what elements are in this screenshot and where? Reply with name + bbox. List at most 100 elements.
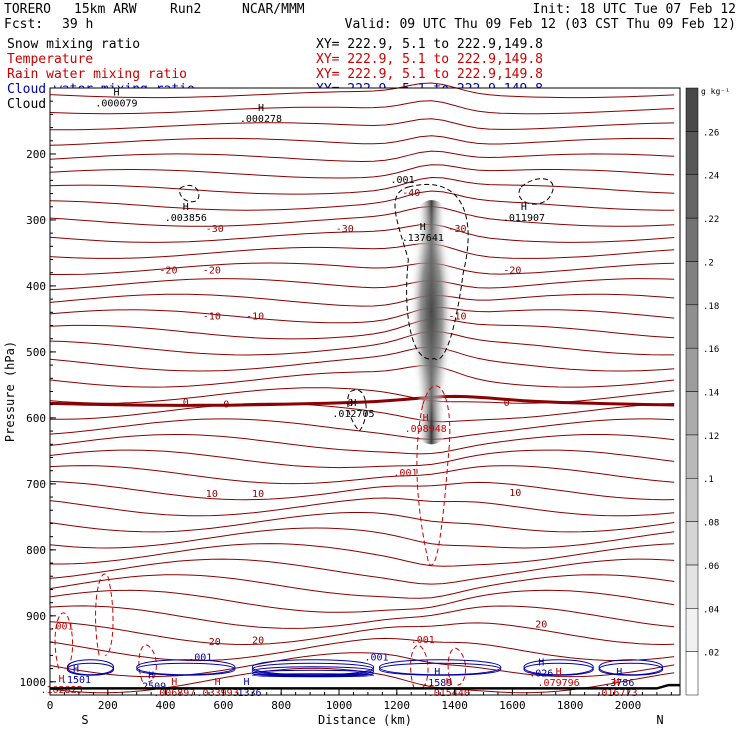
temperature-contour	[49, 574, 675, 599]
high-value: .011907	[503, 213, 545, 224]
cloud-ice-contour	[394, 184, 469, 360]
high-value: .079796	[538, 678, 580, 689]
x-tick-label: 0	[47, 699, 54, 712]
cloud-ice-contour	[347, 389, 367, 432]
temperature-contour	[49, 449, 675, 469]
model-name: TORERO	[4, 2, 51, 17]
temperature-label: 20	[252, 636, 264, 647]
temperature-label: -20	[159, 265, 177, 276]
cloud-water-contour	[251, 673, 375, 678]
temperature-contour	[49, 330, 675, 356]
plot-background	[50, 88, 680, 695]
contour-label: .001	[391, 175, 415, 186]
cloud-water-contour	[378, 659, 502, 676]
forecast-hour: 39 h	[62, 17, 93, 32]
cloud-water-contours	[66, 659, 664, 678]
temperature-label: 0	[223, 399, 229, 410]
temperature-contour	[49, 176, 675, 195]
high-marker: H	[556, 667, 562, 678]
forecast-label: Fcst:	[4, 17, 43, 32]
high-value: .026	[529, 668, 553, 679]
temperature-label: -20	[503, 265, 521, 276]
temperature-label: 0	[183, 397, 189, 408]
colorbar-swatch	[685, 217, 699, 262]
high-value: .1336	[231, 688, 261, 699]
header: TORERO 15km ARW Run2 NCAR/MMM Init: 18 U…	[4, 2, 736, 32]
colorbar-swatch	[685, 564, 699, 609]
y-tick-label: 1000	[20, 676, 47, 689]
temperature-contours	[49, 82, 675, 694]
high-marker: H	[538, 657, 544, 668]
colorbar-swatch	[685, 651, 699, 696]
temperature-contour	[50, 543, 675, 567]
high-value: .003856	[165, 213, 207, 224]
temperature-label: -10	[448, 312, 466, 323]
high-marker: H	[420, 222, 426, 233]
high-value: .1589	[422, 678, 452, 689]
high-marker: H	[113, 87, 119, 98]
high-value: .000079	[95, 98, 137, 109]
org-label: NCAR/MMM	[242, 2, 305, 17]
rain-contour	[410, 644, 429, 689]
temperature-label: -10	[246, 312, 264, 323]
legend-label: Temperature	[7, 52, 93, 67]
colorbar-swatch	[685, 87, 699, 132]
legend-xy: XY= 222.9, 5.1 to 222.9,149.8	[316, 67, 543, 82]
valid-time: Valid: 09 UTC Thu 09 Feb 12 (03 CST Thu …	[345, 17, 736, 32]
temperature-label: 20	[535, 620, 547, 631]
legend-label: Rain water mixing ratio	[7, 67, 187, 82]
temperature-contour	[49, 223, 675, 243]
contour-labels: -40 -30 -30 -30 -20 -20 -20 -10 -10 -10 0 0 0 0 10 10 10…	[40, 87, 637, 699]
high-marker: H	[243, 677, 249, 688]
rain-contour	[138, 644, 157, 683]
temperature-contour	[49, 243, 675, 259]
temperature-contour	[49, 306, 675, 324]
rain-contours	[54, 385, 467, 689]
legend-xy: XY= 222.9, 5.1 to 222.9,149.8	[316, 37, 543, 52]
contour-label: .001	[365, 653, 389, 664]
colorbar-tick-label: .14	[703, 389, 719, 399]
y-tick-label: 400	[26, 280, 46, 293]
temperature-contour	[49, 402, 675, 423]
temperature-contour	[49, 621, 675, 646]
cloud-water-contour	[523, 659, 594, 676]
y-axis-label: Pressure (hPa)	[3, 341, 17, 442]
colorbar-tick-label: .1	[703, 475, 714, 485]
high-value: .3786	[604, 678, 634, 689]
high-marker: H	[59, 674, 65, 685]
cloud-ice-contour	[518, 178, 554, 205]
temperature-contour	[49, 365, 675, 388]
contour-label: .001	[393, 468, 417, 479]
high-marker: H	[423, 413, 429, 424]
x-axis-label: Distance (km)	[318, 713, 412, 727]
high-marker: H	[183, 202, 189, 213]
high-marker: H	[350, 398, 356, 409]
terrain-line	[50, 683, 680, 690]
temperature-contour	[49, 346, 675, 372]
temperature-label: -10	[203, 312, 221, 323]
cloud-ice-contour	[179, 184, 200, 203]
temperature-contour	[49, 480, 675, 501]
x-tick-label: 1800	[557, 699, 584, 712]
high-value: .000278	[240, 114, 282, 125]
temperature-contour	[49, 318, 675, 340]
temperature-label: 20	[209, 637, 221, 648]
high-marker: H	[446, 677, 452, 688]
contour-label: .001	[411, 635, 435, 646]
y-tick-label: 800	[26, 544, 46, 557]
temperature-contour	[49, 418, 675, 440]
snow-shading	[409, 200, 454, 445]
colorbar-tick-label: .2	[703, 258, 714, 268]
x-tick-label: 400	[156, 699, 176, 712]
run-label: Run2	[170, 2, 201, 17]
colorbar-swatch	[685, 261, 699, 306]
y-tick-label: 500	[26, 346, 46, 359]
cloud-water-contour	[598, 662, 664, 676]
legend-xy: XY= 222.9, 5.1 to 222.9,149.8	[316, 52, 543, 67]
high-value: .016773	[595, 688, 637, 699]
rain-contour	[447, 647, 467, 686]
high-marker: H	[215, 677, 221, 688]
y-tick-label: 200	[26, 148, 46, 161]
